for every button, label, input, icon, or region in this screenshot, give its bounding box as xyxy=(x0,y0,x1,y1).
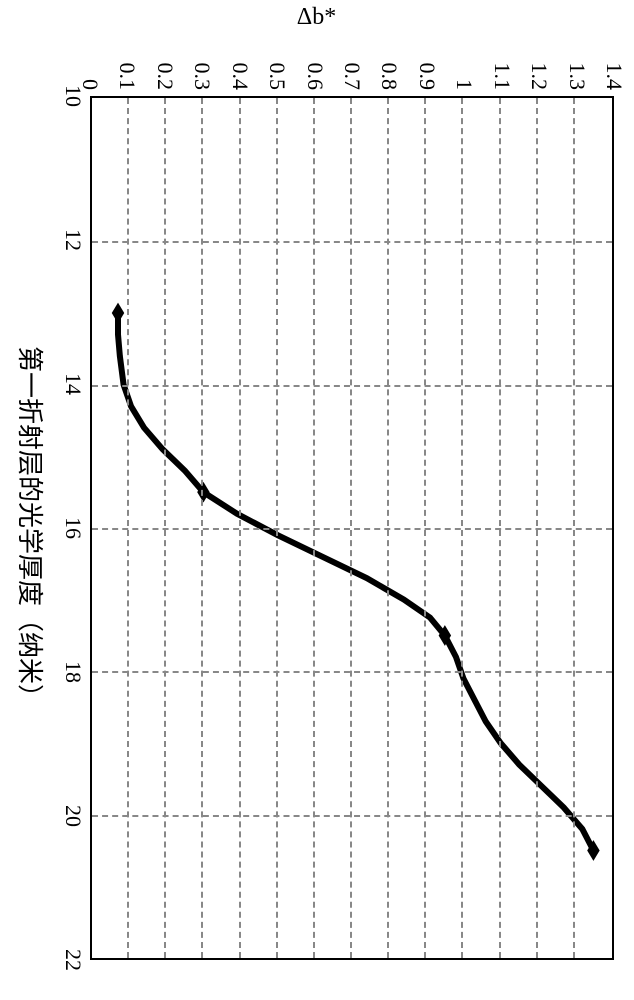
x-tick-label: 22 xyxy=(60,949,86,971)
x-tick-label: 14 xyxy=(60,373,86,395)
gridline-v xyxy=(92,385,612,387)
y-tick-label: 0.8 xyxy=(376,63,402,91)
plot-area xyxy=(90,96,614,960)
x-tick-label: 18 xyxy=(60,661,86,683)
y-tick-label: 0.6 xyxy=(302,63,328,91)
y-axis-label-col: Δb* xyxy=(0,0,634,36)
y-tick-label: 0.9 xyxy=(414,63,440,91)
y-tick-label: 0.5 xyxy=(264,63,290,91)
y-tick-label: 0.1 xyxy=(114,63,140,91)
gridline-v xyxy=(92,815,612,817)
data-marker xyxy=(112,303,124,324)
series-line xyxy=(118,313,593,851)
x-ticks: 10121416182022 xyxy=(54,96,90,960)
chart-main: 00.10.20.30.40.50.60.70.80.911.11.21.31.… xyxy=(0,36,634,1000)
x-tick-label: 12 xyxy=(60,229,86,251)
y-tick-label: 0.7 xyxy=(339,63,365,91)
y-tick-label: 0.4 xyxy=(227,63,253,91)
x-tick-label: 20 xyxy=(60,805,86,827)
x-ticks-row: 10121416182022 xyxy=(54,36,90,960)
y-axis-label: Δb* xyxy=(297,5,336,32)
y-tick-label: 1.1 xyxy=(489,63,515,91)
y-tick-label: 1.3 xyxy=(564,63,590,91)
plot-row: 00.10.20.30.40.50.60.70.80.911.11.21.31.… xyxy=(90,36,614,960)
gridline-v xyxy=(92,241,612,243)
x-axis-label: 第一折射层的光学厚度（纳米） xyxy=(10,96,54,960)
y-tick-label: 1.2 xyxy=(526,63,552,91)
x-tick-label: 16 xyxy=(60,517,86,539)
gridline-v xyxy=(92,528,612,530)
y-tick-label: 1 xyxy=(451,79,477,90)
x-tick-label: 10 xyxy=(60,85,86,107)
x-label-row: 第一折射层的光学厚度（纳米） xyxy=(10,36,54,960)
y-tick-label: 1.4 xyxy=(601,63,627,91)
chart-container: Δb* 00.10.20.30.40.50.60.70.80.911.11.21… xyxy=(0,0,634,1000)
gridline-v xyxy=(92,671,612,673)
y-ticks: 00.10.20.30.40.50.60.70.80.911.11.21.31.… xyxy=(90,36,614,96)
y-tick-label: 0.2 xyxy=(152,63,178,91)
y-tick-label: 0.3 xyxy=(189,63,215,91)
